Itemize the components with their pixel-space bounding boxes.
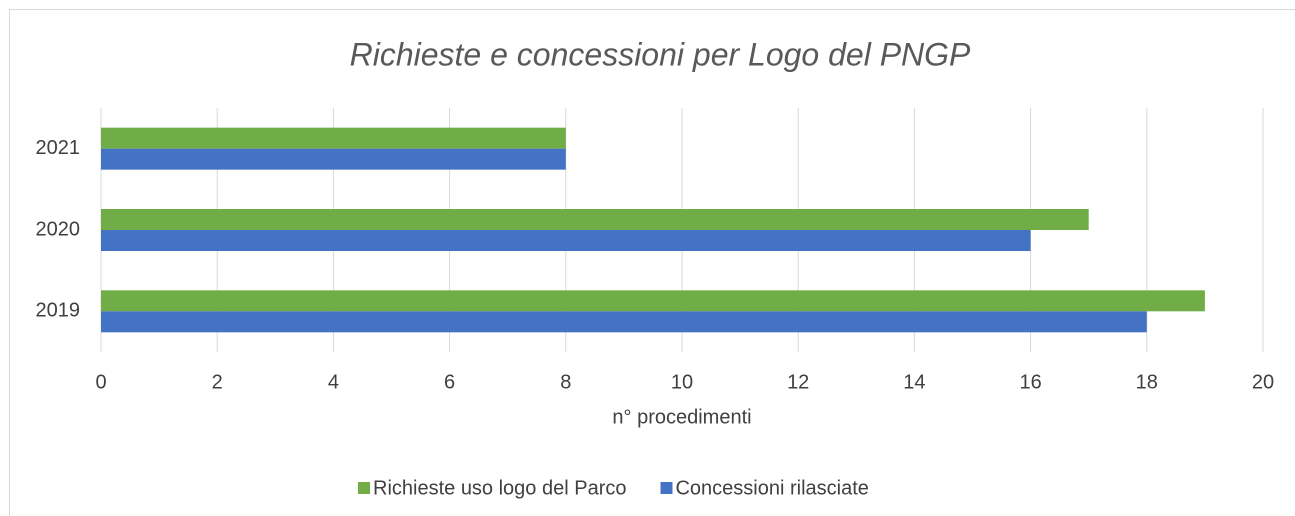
legend-label: Richieste uso logo del Parco <box>373 477 626 499</box>
x-tick-label: 14 <box>903 371 925 393</box>
bar <box>101 311 1147 333</box>
bar <box>101 148 566 170</box>
y-tick-label: 2019 <box>36 300 81 322</box>
legend-swatch <box>358 482 370 494</box>
x-tick-label: 10 <box>671 371 693 393</box>
bar <box>101 127 566 149</box>
x-tick-label: 18 <box>1136 371 1158 393</box>
x-tick-label: 4 <box>328 371 339 393</box>
x-axis-title: n° procedimenti <box>612 406 751 428</box>
x-tick-label: 2 <box>212 371 223 393</box>
legend-label: Concessioni rilasciate <box>675 477 868 499</box>
chart-title: Richieste e concessioni per Logo del PNG… <box>350 36 971 72</box>
bar <box>101 290 1205 312</box>
x-tick-label: 12 <box>787 371 809 393</box>
x-tick-label: 16 <box>1019 371 1041 393</box>
legend-swatch <box>660 482 673 494</box>
chart-border <box>9 9 1295 516</box>
bar <box>101 230 1031 251</box>
x-tick-label: 0 <box>95 371 106 393</box>
y-tick-label: 2020 <box>36 218 81 240</box>
x-tick-label: 8 <box>560 371 571 393</box>
x-tick-label: 20 <box>1252 371 1274 393</box>
y-tick-label: 2021 <box>36 137 81 159</box>
x-tick-label: 6 <box>444 371 455 393</box>
bar <box>101 209 1089 230</box>
